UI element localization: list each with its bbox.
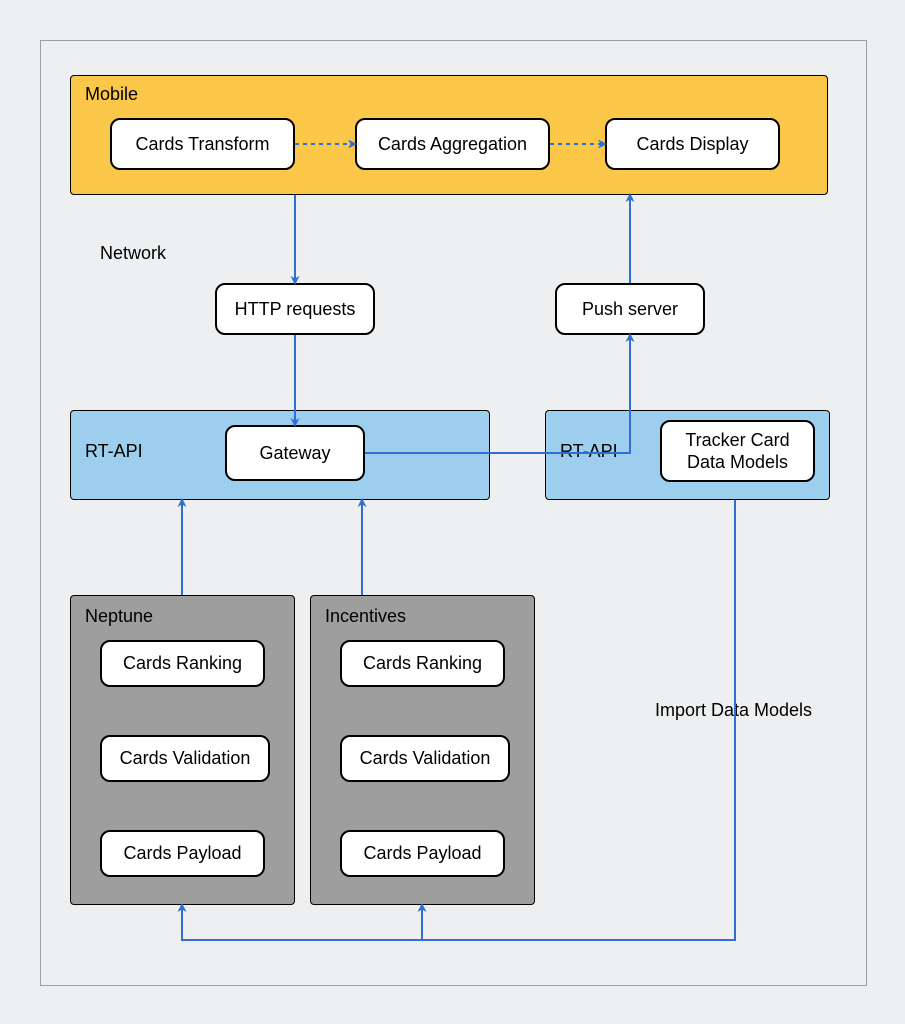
node-incentives-cards-validation: Cards Validation	[340, 735, 510, 782]
node-incentives-cards-ranking: Cards Ranking	[340, 640, 505, 687]
node-neptune-cards-validation: Cards Validation	[100, 735, 270, 782]
group-rtapi-right-label: RT-API	[560, 441, 618, 462]
group-incentives-label: Incentives	[325, 606, 406, 627]
node-neptune-cards-ranking: Cards Ranking	[100, 640, 265, 687]
label-network: Network	[100, 243, 166, 264]
group-rtapi-left-label: RT-API	[85, 441, 143, 462]
group-mobile-label: Mobile	[85, 84, 138, 105]
label-import-data-models: Import Data Models	[655, 700, 812, 721]
node-cards-transform: Cards Transform	[110, 118, 295, 170]
node-incentives-cards-payload: Cards Payload	[340, 830, 505, 877]
node-tracker-card-data-models: Tracker Card Data Models	[660, 420, 815, 482]
node-gateway: Gateway	[225, 425, 365, 481]
node-neptune-cards-payload: Cards Payload	[100, 830, 265, 877]
node-cards-display: Cards Display	[605, 118, 780, 170]
diagram-canvas: Mobile RT-API RT-API Neptune Incentives …	[0, 0, 905, 1024]
group-neptune-label: Neptune	[85, 606, 153, 627]
node-http-requests: HTTP requests	[215, 283, 375, 335]
node-push-server: Push server	[555, 283, 705, 335]
node-cards-aggregation: Cards Aggregation	[355, 118, 550, 170]
